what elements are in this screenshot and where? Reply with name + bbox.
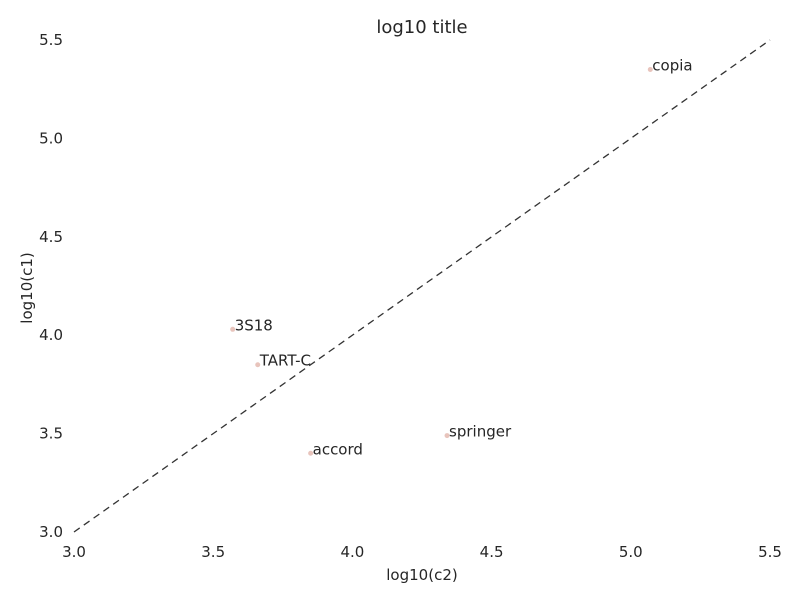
reference-line (73, 39, 771, 533)
data-point (255, 362, 261, 368)
y-tick-label: 3.5 (39, 425, 63, 443)
chart-title: log10 title (376, 17, 467, 38)
x-tick-label: 3.0 (62, 543, 86, 561)
data-point (444, 433, 450, 439)
y-tick-label: 4.5 (39, 228, 63, 246)
point-label: springer (449, 423, 512, 441)
y-tick-label: 3.0 (39, 523, 63, 541)
x-axis-label: log10(c2) (386, 566, 457, 584)
y-tick-label: 4.0 (39, 326, 63, 344)
x-tick-label: 4.5 (480, 543, 504, 561)
data-point (230, 326, 236, 332)
point-label: accord (313, 440, 363, 458)
data-point (647, 67, 653, 73)
point-label: copia (652, 57, 692, 75)
y-tick-label: 5.5 (39, 31, 63, 49)
y-tick-label: 5.0 (39, 129, 63, 147)
x-tick-label: 5.5 (758, 543, 782, 561)
x-tick-label: 5.0 (619, 543, 643, 561)
data-point (308, 450, 314, 456)
x-tick-label: 4.0 (340, 543, 364, 561)
y-axis-label: log10(c1) (18, 252, 36, 323)
x-axis-ticks: 3.0 3.5 4.0 4.5 5.0 5.5 (62, 543, 782, 561)
data-points (230, 67, 653, 456)
point-label: 3S18 (235, 316, 273, 334)
point-labels: copia 3S18 TART-C springer accord (235, 57, 693, 459)
y-axis-ticks: 3.0 3.5 4.0 4.5 5.0 5.5 (39, 31, 63, 541)
point-label: TART-C (259, 352, 311, 370)
x-tick-label: 3.5 (201, 543, 225, 561)
